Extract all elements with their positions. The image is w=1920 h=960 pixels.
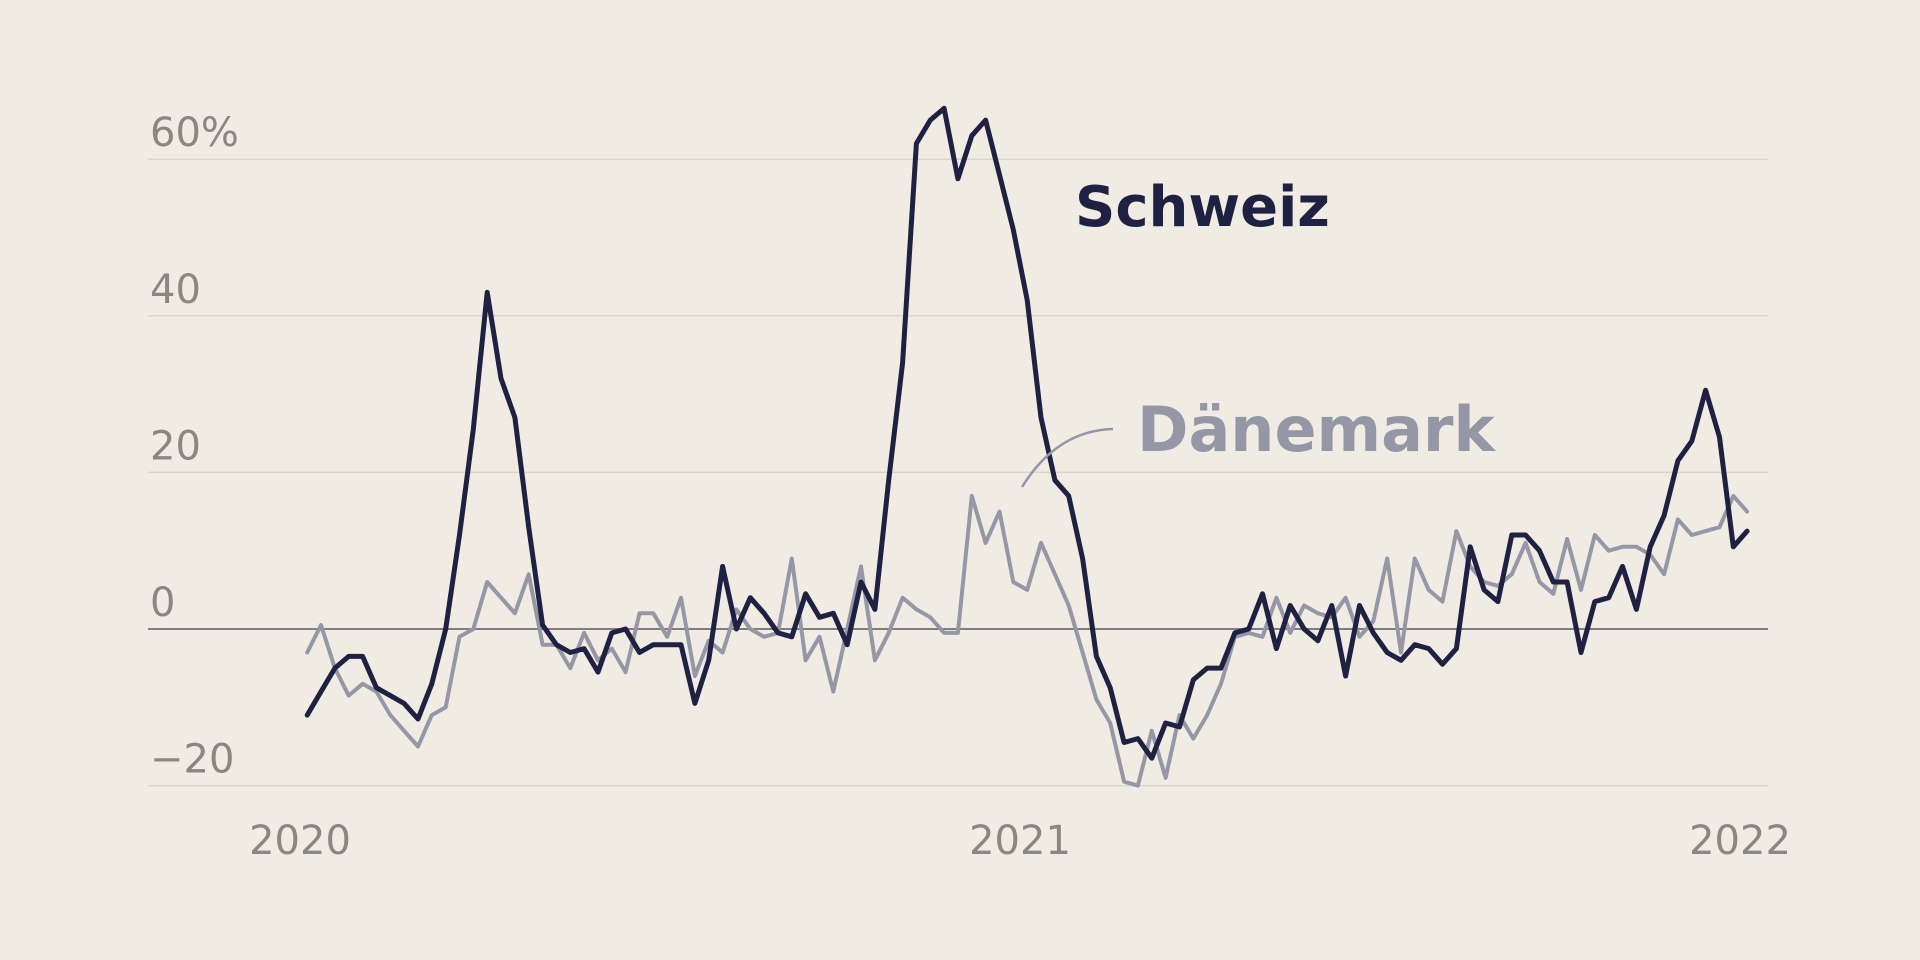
series-label-daenemark: Dänemark bbox=[1137, 393, 1497, 466]
series-lines bbox=[304, 105, 1750, 788]
y-tick-label: 0 bbox=[150, 580, 175, 626]
y-tick-label: 20 bbox=[150, 423, 201, 469]
series-label-schweiz: Schweiz bbox=[1075, 175, 1330, 240]
x-tick-label: 2021 bbox=[969, 818, 1071, 864]
x-tick-label: 2022 bbox=[1689, 818, 1791, 864]
y-tick-label: 40 bbox=[150, 267, 201, 313]
daenemark-leader-line bbox=[1020, 427, 1114, 488]
series-line-schweiz bbox=[304, 105, 1750, 761]
y-axis-ticks: 60% 40 20 0 −20 bbox=[150, 110, 239, 782]
gridlines bbox=[148, 158, 1768, 787]
x-tick-label: 2020 bbox=[249, 818, 351, 864]
x-axis-ticks: 2020 2021 2022 bbox=[249, 818, 1791, 864]
y-tick-label: 60% bbox=[150, 110, 239, 156]
series-line-daenemark bbox=[305, 493, 1750, 788]
y-tick-label: −20 bbox=[150, 737, 234, 783]
annotations: Schweiz Dänemark bbox=[1020, 175, 1497, 488]
